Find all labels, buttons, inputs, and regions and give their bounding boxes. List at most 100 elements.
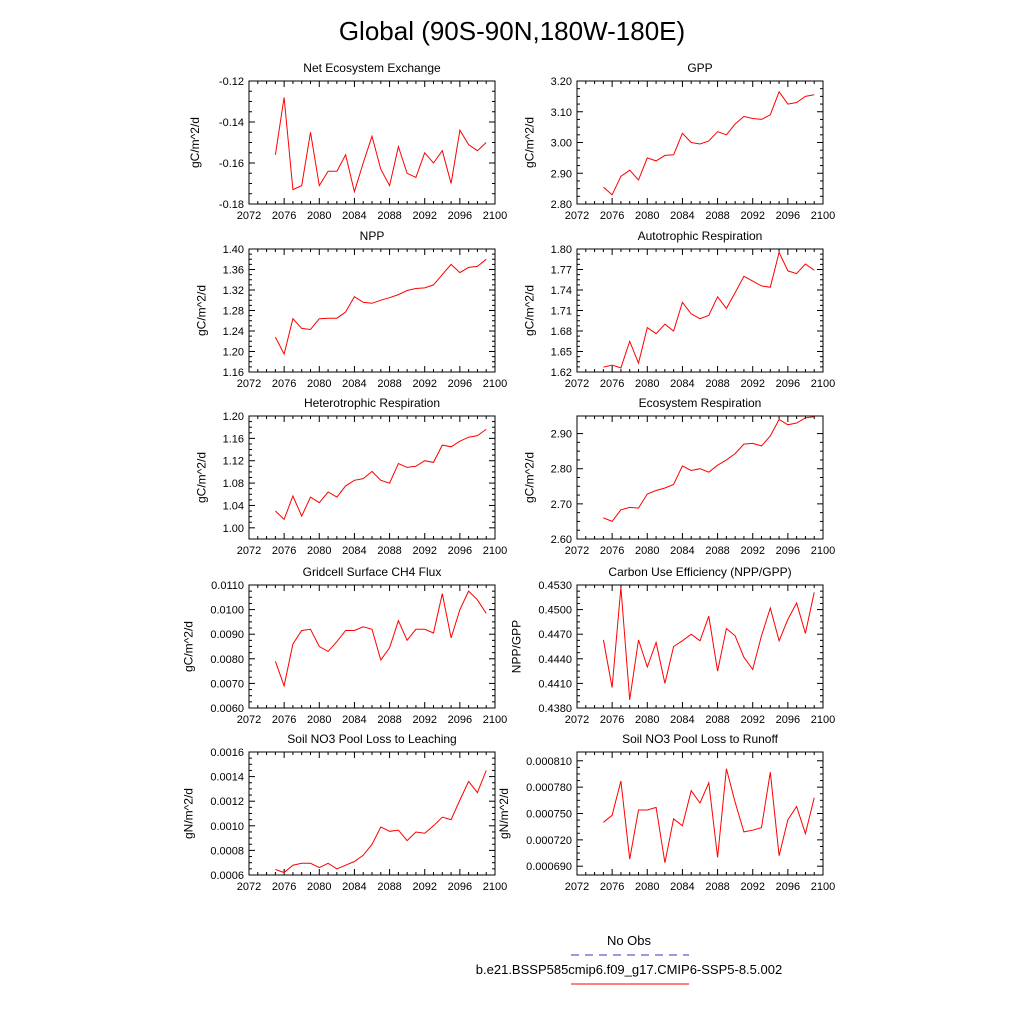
x-tick-label: 2080 xyxy=(307,545,331,557)
panel-autotrophic-respiration: Autotrophic Respiration 2072 2076 2080 2084 2… xyxy=(522,229,835,390)
series-line-net-ecosystem-exchange xyxy=(274,97,487,194)
x-tick-label: 2072 xyxy=(565,714,589,726)
x-tick-label: 2096 xyxy=(448,714,472,726)
series-line-gpp xyxy=(603,90,815,196)
y-axis-label: NPP/GPP xyxy=(510,620,524,673)
x-tick-label: 2088 xyxy=(705,378,729,390)
x-tick-label: 2100 xyxy=(811,714,835,726)
x-tick-label: 2076 xyxy=(600,881,624,893)
plot-frame xyxy=(576,415,824,540)
x-tick-label: 2088 xyxy=(705,714,729,726)
y-axis-label: gC/m^2/d xyxy=(522,452,536,503)
x-tick-label: 2072 xyxy=(565,545,589,557)
y-tick-label: 0.4410 xyxy=(538,678,572,690)
series-line-autotrophic-respiration xyxy=(603,250,815,369)
y-axis-label: gC/m^2/d xyxy=(194,285,208,336)
y-tick-label: 0.4500 xyxy=(538,605,572,617)
y-axis-label: gC/m^2/d xyxy=(194,452,208,503)
x-tick-label: 2092 xyxy=(740,378,764,390)
x-tick-label: 2084 xyxy=(670,545,694,557)
x-tick-label: 2088 xyxy=(705,545,729,557)
panel-carbon-use-efficiency-npp-gpp: Carbon Use Efficiency (NPP/GPP) 2072 2076 2… xyxy=(510,565,836,726)
plot-frame xyxy=(248,751,496,876)
y-tick-label: 2.80 xyxy=(551,199,572,211)
series-line-gridcell-surface-ch4-flux xyxy=(274,590,487,688)
y-tick-label: 1.00 xyxy=(223,523,244,535)
y-tick-label: 2.80 xyxy=(551,464,572,476)
x-tick-label: 2072 xyxy=(237,210,261,222)
y-tick-label: 0.0060 xyxy=(210,703,244,715)
panel-title: Autotrophic Respiration xyxy=(638,229,763,243)
x-tick-label: 2076 xyxy=(272,714,296,726)
x-tick-label: 2100 xyxy=(483,378,507,390)
y-tick-label: 1.04 xyxy=(223,500,244,512)
x-tick-label: 2092 xyxy=(412,714,436,726)
panel-npp: NPP 2072 2076 2080 2084 2088 2092 2096 2100 1.16 1… xyxy=(194,229,507,390)
x-tick-label: 2096 xyxy=(776,714,800,726)
x-tick-label: 2076 xyxy=(272,545,296,557)
series-line-soil-no3-pool-loss-to-runoff xyxy=(603,768,815,863)
series-line-heterotrophic-respiration xyxy=(275,428,487,521)
x-tick-label: 2088 xyxy=(377,545,401,557)
y-tick-label: 1.62 xyxy=(551,367,572,379)
y-tick-label: 0.000750 xyxy=(526,809,572,821)
x-tick-label: 2072 xyxy=(565,378,589,390)
y-axis-label: gC/m^2/d xyxy=(522,285,536,336)
x-tick-label: 2096 xyxy=(448,881,472,893)
x-tick-label: 2088 xyxy=(705,881,729,893)
y-tick-label: 1.32 xyxy=(223,285,244,297)
x-tick-label: 2072 xyxy=(565,881,589,893)
y-tick-label: -0.16 xyxy=(219,158,244,170)
y-tick-label: 0.4530 xyxy=(538,580,572,592)
panel-grid: Net Ecosystem Exchange 2072 2076 2080 2084 20… xyxy=(182,61,836,893)
y-tick-label: 0.4440 xyxy=(538,654,572,666)
y-tick-label: 0.0010 xyxy=(210,821,244,833)
y-tick-label: 1.80 xyxy=(551,244,572,256)
series-line-carbon-use-efficiency-npp-gpp xyxy=(602,587,815,700)
x-tick-label: 2072 xyxy=(237,545,261,557)
x-tick-label: 2096 xyxy=(448,545,472,557)
y-tick-label: -0.18 xyxy=(219,199,244,211)
x-tick-label: 2096 xyxy=(448,210,472,222)
x-tick-label: 2100 xyxy=(811,881,835,893)
x-tick-label: 2076 xyxy=(600,210,624,222)
x-tick-label: 2084 xyxy=(342,881,366,893)
x-tick-label: 2088 xyxy=(377,881,401,893)
x-tick-label: 2076 xyxy=(272,378,296,390)
y-tick-label: 3.10 xyxy=(551,107,572,119)
y-tick-label: 1.74 xyxy=(551,285,572,297)
x-tick-label: 2076 xyxy=(272,210,296,222)
x-tick-label: 2088 xyxy=(377,378,401,390)
y-tick-label: 1.08 xyxy=(223,478,244,490)
x-tick-label: 2088 xyxy=(377,714,401,726)
plot-frame xyxy=(248,415,496,540)
y-tick-label: 0.0014 xyxy=(210,772,244,784)
panel-ecosystem-respiration: Ecosystem Respiration 2072 2076 2080 2084 208… xyxy=(522,396,835,557)
panel-soil-no3-pool-loss-to-leaching: Soil NO3 Pool Loss to Leaching 2072 2076 20… xyxy=(182,732,508,893)
y-tick-label: 1.65 xyxy=(551,347,572,359)
x-tick-label: 2080 xyxy=(307,881,331,893)
x-tick-label: 2092 xyxy=(412,881,436,893)
legend-case-label: b.e21.BSSP585cmip6.f09_g17.CMIP6-SSP5-8.… xyxy=(476,962,782,977)
panel-title: Heterotrophic Respiration xyxy=(304,396,440,410)
x-tick-label: 2096 xyxy=(776,210,800,222)
x-tick-label: 2092 xyxy=(412,210,436,222)
x-tick-label: 2080 xyxy=(635,881,659,893)
y-axis-label: gC/m^2/d xyxy=(188,117,202,168)
x-tick-label: 2076 xyxy=(600,545,624,557)
x-tick-label: 2100 xyxy=(811,378,835,390)
plot-frame xyxy=(248,248,496,373)
y-tick-label: 0.0016 xyxy=(210,747,244,759)
y-tick-label: 0.000720 xyxy=(526,835,572,847)
legend: No Obs b.e21.BSSP585cmip6.f09_g17.CMIP6-… xyxy=(476,933,782,985)
x-tick-label: 2092 xyxy=(740,881,764,893)
y-tick-label: 0.0006 xyxy=(210,870,244,882)
y-tick-label: 1.16 xyxy=(223,433,244,445)
y-tick-label: 1.16 xyxy=(223,367,244,379)
x-tick-label: 2080 xyxy=(635,378,659,390)
x-tick-label: 2092 xyxy=(740,545,764,557)
x-tick-label: 2092 xyxy=(740,210,764,222)
plot-frame xyxy=(576,751,824,876)
x-tick-label: 2076 xyxy=(600,378,624,390)
x-tick-label: 2080 xyxy=(307,378,331,390)
